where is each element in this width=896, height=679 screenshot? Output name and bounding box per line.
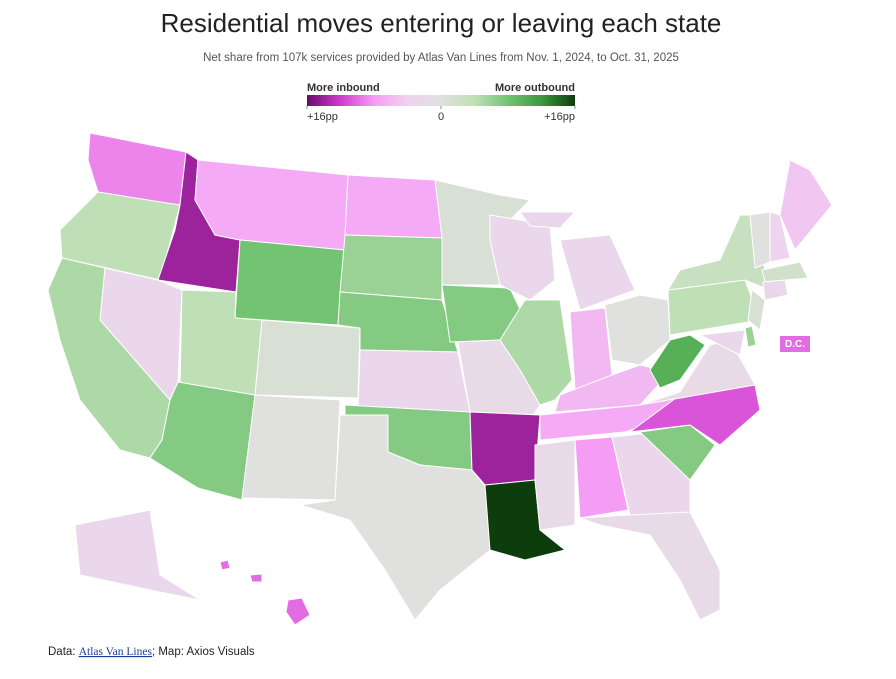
state [747, 289, 766, 331]
state [519, 211, 577, 229]
source-suffix: ; Map: Axios Visuals [152, 646, 255, 658]
state [249, 573, 263, 583]
source-prefix: Data: [48, 646, 79, 658]
state [779, 159, 833, 251]
state [299, 414, 491, 621]
state [499, 299, 573, 406]
state [357, 349, 471, 413]
state [74, 509, 201, 601]
state [285, 597, 311, 626]
state [219, 559, 231, 571]
chart-subtitle: Net share from 107k services provided by… [203, 52, 679, 64]
dc-callout [780, 336, 810, 352]
state [579, 511, 721, 621]
chart-title: Residential moves entering or leaving ea… [161, 8, 722, 38]
state [762, 279, 789, 301]
state [339, 234, 443, 301]
legend-gradient [307, 95, 575, 106]
legend-tick-label: +16pp [544, 111, 575, 123]
dc-label: D.C. [785, 339, 805, 350]
state [254, 319, 361, 399]
state [649, 334, 706, 389]
source-note: Data: Atlas Van Lines; Map: Axios Visual… [48, 646, 255, 658]
legend-right-label: More outbound [495, 82, 575, 94]
legend-tick-label: +16pp [307, 111, 338, 123]
legend-tick-label: 0 [438, 111, 444, 123]
state [469, 411, 541, 486]
state [559, 234, 636, 311]
state [769, 211, 791, 263]
state [241, 394, 341, 501]
source-link[interactable]: Atlas Van Lines [79, 646, 153, 658]
state [234, 239, 346, 326]
state [344, 174, 443, 239]
state [761, 261, 809, 283]
state [534, 439, 576, 531]
state [744, 325, 757, 348]
state [698, 329, 746, 356]
state [574, 436, 629, 519]
legend-left-label: More inbound [307, 82, 380, 94]
